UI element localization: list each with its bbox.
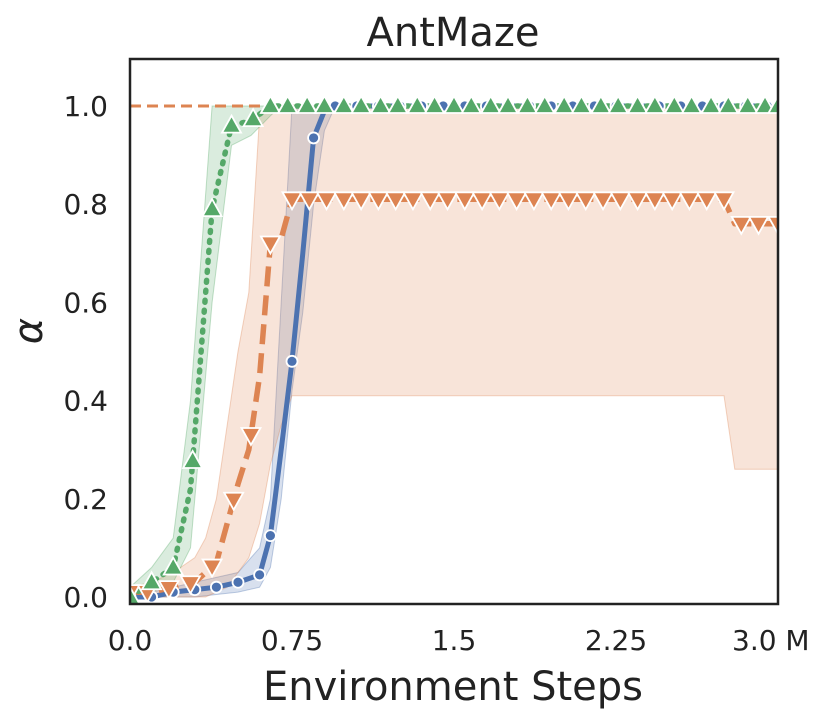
series-2-marker (607, 94, 630, 114)
plot-area (130, 94, 778, 604)
series-1-marker (201, 558, 224, 579)
series-2-marker (242, 107, 265, 127)
series-2-marker (350, 94, 373, 114)
series-2-marker (717, 94, 740, 114)
series-1-marker (239, 427, 262, 447)
series-1-marker (471, 191, 494, 212)
series-1-marker (332, 191, 355, 212)
series-2-marker (201, 197, 224, 218)
series-1-marker (436, 191, 459, 212)
series-1-marker (401, 191, 424, 212)
series-1-marker (179, 575, 202, 596)
x-tick-label: 3.0 M (732, 624, 810, 657)
series-2-marker (516, 94, 539, 114)
series-2-marker (496, 94, 520, 114)
series-1-marker (453, 191, 476, 212)
series-1-marker (157, 580, 180, 601)
series-2-marker (259, 94, 282, 114)
series-1-marker (280, 191, 304, 212)
y-tick-label: 0.8 (63, 188, 108, 221)
series-1-marker (298, 191, 321, 212)
series-1-marker (609, 191, 632, 212)
series-1-marker (592, 191, 615, 212)
series-2-marker (626, 94, 649, 114)
series-1-marker (730, 215, 753, 236)
series-1-marker (574, 191, 597, 212)
series-1-marker (661, 191, 684, 212)
plot-frame (128, 57, 780, 606)
series-2-marker (296, 94, 319, 114)
series-1-marker (557, 191, 580, 212)
series-2-marker (643, 94, 666, 114)
series-0-marker (209, 580, 223, 594)
y-tick-label: 0.0 (63, 581, 108, 614)
series-0-marker (231, 575, 245, 589)
y-tick-label: 0.2 (63, 483, 108, 516)
series-2-marker (460, 94, 483, 114)
x-tick-label: 2.25 (585, 624, 647, 657)
series-1-marker (350, 191, 373, 212)
series-1-marker (712, 191, 736, 212)
y-tick-label: 0.4 (63, 385, 108, 418)
series-2-marker (589, 94, 612, 114)
series-1-marker (540, 191, 563, 212)
series-1-marker (505, 191, 528, 212)
series-2-marker (140, 570, 163, 591)
series-1-marker (367, 191, 390, 212)
series-2-marker (754, 94, 777, 114)
series-2-marker (181, 449, 204, 469)
series-2-marker (663, 94, 686, 114)
series-2-marker (766, 94, 778, 114)
series-2-marker (332, 94, 355, 114)
x-axis-label: Environment Steps (263, 664, 643, 710)
series-2-marker (533, 94, 556, 114)
series-2-marker (442, 94, 466, 114)
series-1-marker (626, 191, 649, 212)
series-1-marker (488, 191, 511, 212)
series-1-marker (522, 191, 545, 212)
series-1-marker (419, 191, 442, 212)
series-1-marker (384, 191, 407, 212)
series-2-marker (570, 94, 593, 114)
series-2-marker (406, 94, 429, 114)
series-2-marker (313, 94, 336, 114)
series-2-marker (423, 94, 446, 114)
series-1-marker (643, 191, 666, 212)
y-axis-label: α (6, 318, 52, 344)
series-2-marker (553, 94, 576, 114)
series-1-marker (259, 235, 282, 256)
chart-title: AntMaze (366, 10, 539, 56)
series-0-marker (307, 131, 321, 145)
x-tick-label: 0.75 (261, 624, 323, 657)
x-tick-label: 1.5 (432, 624, 477, 657)
series-2-marker (369, 94, 392, 114)
series-0-marker (285, 354, 299, 368)
x-axis-ticks: 0.0 0.75 1.5 2.25 3.0 M (108, 624, 810, 657)
x-tick-label: 0.0 (108, 624, 153, 657)
series-0-marker (263, 529, 277, 543)
series-2-marker (130, 585, 141, 604)
series-1-marker (747, 215, 770, 236)
series-1-marker (766, 215, 778, 236)
series-2-marker (220, 113, 243, 134)
series-1-marker (222, 491, 245, 512)
y-tick-label: 1.0 (63, 90, 108, 123)
series-2-marker (479, 94, 502, 114)
series-2-marker (276, 94, 299, 114)
series-2-marker (386, 94, 409, 114)
series-1-marker (678, 191, 701, 212)
series-2-marker (700, 94, 723, 114)
series-1-marker (695, 191, 718, 212)
series-0-marker (253, 568, 267, 582)
y-axis-ticks: 0.0 0.2 0.4 0.6 0.8 1.0 (63, 90, 108, 614)
series-1-marker (315, 191, 338, 212)
series-2-marker (162, 555, 185, 576)
series-2-marker (736, 94, 759, 114)
y-tick-label: 0.6 (63, 286, 108, 319)
series-markers (130, 94, 778, 604)
series-2-marker (680, 94, 703, 114)
